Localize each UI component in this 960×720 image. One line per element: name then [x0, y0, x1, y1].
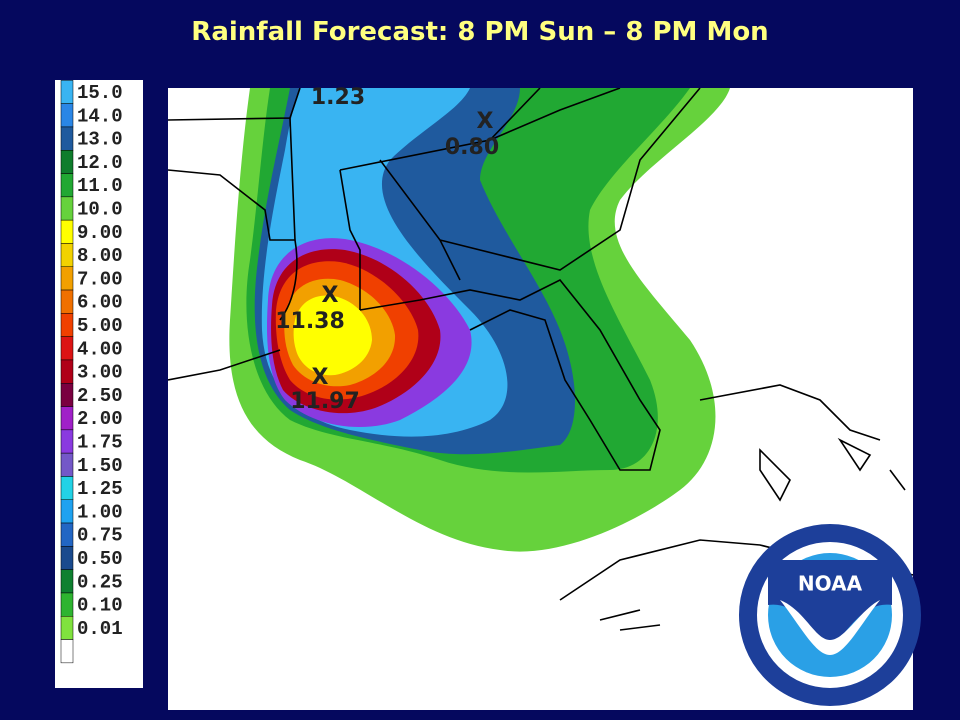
- map-annotation: 1.23: [311, 85, 365, 110]
- legend-label: 2.00: [77, 408, 123, 430]
- legend-label: 6.00: [77, 292, 123, 314]
- logo-bird: [780, 600, 880, 655]
- legend-label: 0.75: [77, 525, 123, 547]
- legend-label: 4.00: [77, 338, 123, 360]
- legend-label: 11.0: [77, 175, 123, 197]
- legend-label: 5.00: [77, 315, 123, 337]
- legend-swatch: [60, 266, 74, 291]
- legend-label: 15.0: [77, 82, 123, 104]
- map-annotation: 11.97: [290, 389, 360, 414]
- legend-label: 0.25: [77, 571, 123, 593]
- logo-text: NOAA: [798, 572, 863, 596]
- title: Rainfall Forecast: 8 PM Sun – 8 PM Mon: [191, 17, 768, 47]
- map-annotation: 0.80: [445, 135, 499, 160]
- legend-label: 1.25: [77, 478, 123, 500]
- legend-swatch: [60, 452, 74, 477]
- legend-label: 8.00: [77, 245, 123, 267]
- legend-label: 3.00: [77, 362, 123, 384]
- legend-label: 13.0: [77, 129, 123, 151]
- legend-label: 1.00: [77, 501, 123, 523]
- legend-swatch: [60, 313, 74, 337]
- map: [168, 88, 913, 631]
- legend-label: 7.00: [77, 268, 123, 290]
- legend-swatch: [60, 196, 74, 221]
- contour: [293, 295, 372, 376]
- noaa-logo: NOAA: [739, 524, 921, 706]
- legend-swatch: [60, 499, 74, 524]
- legend-swatch: [60, 336, 74, 361]
- map-annotation: X: [322, 283, 339, 308]
- legend-label: 2.50: [77, 385, 123, 407]
- legend-swatch: [60, 569, 74, 594]
- legend: 15.014.013.012.011.010.09.008.007.006.00…: [60, 80, 123, 664]
- legend-label: 9.00: [77, 222, 123, 244]
- legend-swatch: [60, 80, 74, 104]
- legend-label: 12.0: [77, 152, 123, 174]
- legend-swatch: [60, 173, 74, 198]
- legend-swatch: [60, 150, 74, 174]
- legend-swatch: [60, 103, 74, 128]
- map-annotation: 11.38: [275, 309, 345, 334]
- legend-swatch: [60, 522, 74, 547]
- legend-swatch: [60, 616, 74, 640]
- map-annotation: X: [477, 109, 494, 134]
- logo-top: [768, 560, 892, 645]
- legend-label: 1.50: [77, 455, 123, 477]
- legend-swatch: [60, 592, 74, 617]
- legend-label: 0.10: [77, 595, 123, 617]
- legend-swatch: [60, 429, 74, 454]
- legend-swatch: [60, 289, 74, 314]
- legend-swatch: [60, 476, 74, 501]
- legend-label: 0.01: [77, 618, 123, 640]
- legend-label: 0.50: [77, 548, 123, 570]
- legend-swatch: [60, 639, 74, 664]
- legend-swatch: [60, 383, 74, 407]
- legend-label: 14.0: [77, 105, 123, 127]
- legend-swatch: [60, 243, 74, 267]
- legend-label: 1.75: [77, 432, 123, 454]
- legend-swatch: [60, 359, 74, 384]
- legend-swatch: [60, 546, 74, 570]
- legend-swatch: [60, 406, 74, 431]
- legend-label: 10.0: [77, 199, 123, 221]
- legend-swatch: [60, 126, 74, 151]
- legend-swatch: [60, 219, 74, 244]
- map-annotation: X: [312, 365, 329, 390]
